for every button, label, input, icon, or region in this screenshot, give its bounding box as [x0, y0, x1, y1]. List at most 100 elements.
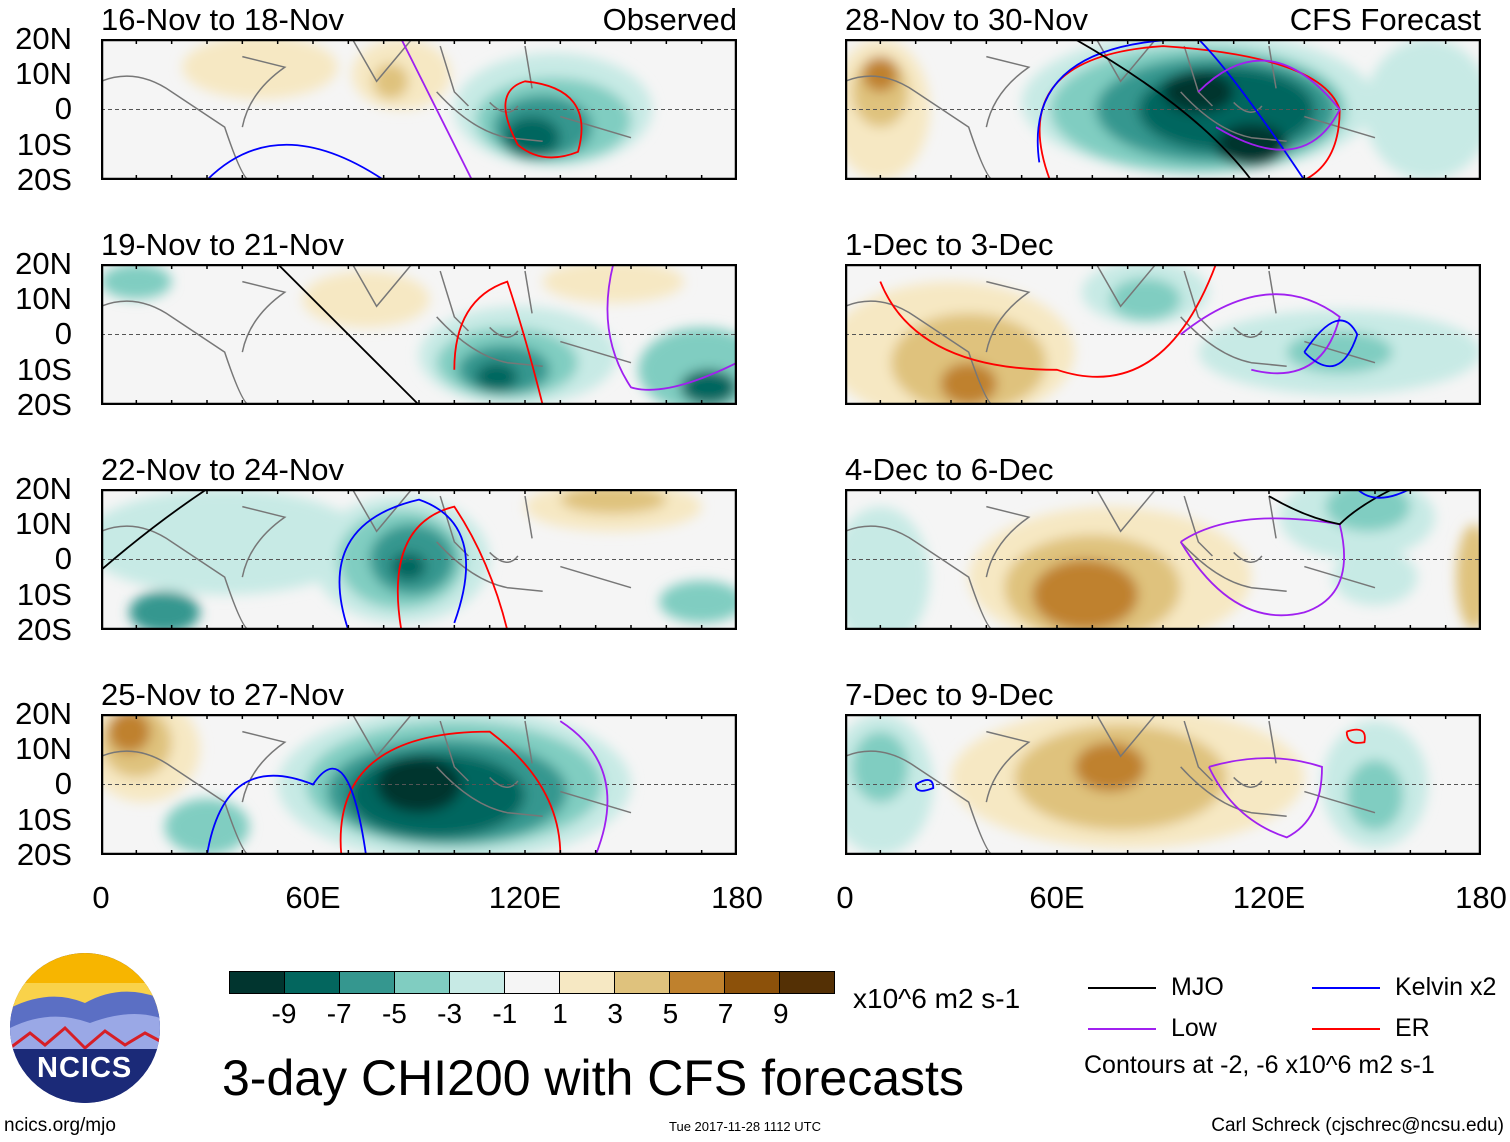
panel-title: 28-Nov to 30-Nov	[845, 2, 1088, 37]
colorbar-tick-label: 1	[552, 998, 568, 1029]
wave-contour	[606, 264, 737, 391]
coastline	[101, 714, 632, 855]
latitude-label: 10N	[15, 281, 72, 317]
map-panel	[845, 489, 1481, 630]
latitude-label: 10N	[15, 56, 72, 92]
latitude-label: 20N	[15, 21, 72, 56]
longitude-label: 180	[1455, 880, 1507, 915]
colorbar-swatch	[614, 971, 670, 994]
latitude-label: 0	[54, 316, 72, 352]
legend-label: Low	[1171, 1014, 1217, 1042]
wave-contour	[396, 505, 509, 630]
wave-contour	[339, 730, 562, 855]
map-panel	[845, 264, 1481, 405]
colorbar-tick-label: 5	[662, 998, 679, 1029]
anomaly-region	[852, 731, 909, 803]
panel-title: 19-Nov to 21-Nov	[101, 227, 344, 262]
colorbar-tick-label: 7	[717, 998, 734, 1029]
anomaly-region	[1325, 489, 1411, 532]
map-panel	[101, 489, 737, 630]
wave-contour	[1074, 39, 1253, 180]
longitude-label: 120E	[488, 880, 562, 915]
wave-contour	[1345, 728, 1366, 744]
anomaly-region	[1074, 742, 1146, 792]
legend-line-mjo	[1088, 987, 1156, 989]
anomaly-region	[108, 714, 151, 753]
wave-contour	[914, 779, 935, 792]
contour-note: Contours at -2, -6 x10^6 m2 s-1	[1084, 1051, 1435, 1079]
latitude-label: 10S	[16, 801, 72, 837]
footer-timestamp: Tue 2017-11-28 1112 UTC	[669, 1119, 821, 1134]
latitude-label: 20S	[16, 836, 72, 872]
latitude-label: 0	[54, 91, 72, 127]
colorbar-tick-label: -1	[492, 998, 518, 1029]
panel-title: 7-Dec to 9-Dec	[845, 677, 1054, 712]
anomaly-region	[940, 362, 997, 405]
wave-contour	[277, 264, 420, 405]
legend-label: MJO	[1171, 973, 1224, 1001]
wave-contour	[1208, 757, 1323, 839]
wave-contour	[559, 720, 609, 855]
anomaly-region	[182, 39, 338, 99]
longitude-label: 60E	[1029, 880, 1085, 915]
latitude-label: 20N	[15, 696, 72, 731]
colorbar-swatch	[724, 971, 780, 994]
colorbar-tick-label: -5	[381, 998, 407, 1029]
colorbar-tick-label: -3	[437, 998, 463, 1029]
footer-url: ncics.org/mjo	[4, 1115, 116, 1136]
colorbar-units: x10^6 m2 s-1	[853, 983, 1021, 1014]
longitude-label: 60E	[285, 880, 341, 915]
colorbar-swatch	[559, 971, 615, 994]
wave-contour	[1197, 59, 1341, 151]
panel-title: 4-Dec to 6-Dec	[845, 452, 1054, 487]
wave-contour	[1356, 489, 1411, 499]
panel-source-label: CFS Forecast	[1289, 2, 1481, 37]
colorbar-swatch	[669, 971, 725, 994]
wave-contour	[338, 498, 467, 630]
colorbar-swatch	[284, 971, 340, 994]
longitude-label: 0	[836, 880, 854, 915]
latitude-label: 20S	[16, 611, 72, 647]
map-panel	[101, 264, 737, 405]
longitude-label: 180	[711, 880, 763, 915]
legend-line-low	[1088, 1028, 1156, 1030]
anomaly-region	[1110, 278, 1181, 321]
coastline	[845, 489, 1376, 630]
wave-contour	[206, 144, 385, 180]
logo-text: NCICS	[37, 1052, 133, 1084]
latitude-label: 10S	[16, 576, 72, 612]
wave-contour	[453, 280, 544, 405]
latitude-label: 10N	[15, 731, 72, 767]
anomaly-region	[475, 362, 518, 391]
panel-source-label: Observed	[602, 2, 737, 37]
legend-line-er	[1312, 1028, 1380, 1030]
wave-contour	[206, 767, 367, 855]
wave-contour	[101, 489, 208, 571]
wave-contour	[879, 264, 1217, 378]
coastline	[101, 264, 632, 405]
latitude-label: 10S	[16, 351, 72, 387]
coastline	[845, 714, 1376, 855]
colorbar-swatch	[779, 971, 835, 994]
wave-contour	[1268, 489, 1394, 526]
coastline	[101, 489, 632, 630]
longitude-label: 0	[92, 880, 110, 915]
latitude-label: 20S	[16, 161, 72, 197]
anomaly-region	[862, 56, 898, 92]
colorbar-tick-label: -7	[326, 998, 352, 1029]
latitude-label: 20S	[16, 386, 72, 422]
anomaly-region	[373, 63, 409, 99]
colorbar-swatch	[229, 971, 285, 994]
map-panel	[101, 714, 737, 855]
anomaly-region	[101, 489, 366, 595]
wave-contour	[400, 39, 473, 180]
latitude-label: 10S	[16, 126, 72, 162]
panel-title: 22-Nov to 24-Nov	[101, 452, 344, 487]
colorbar-tick-label: 9	[773, 998, 789, 1029]
map-panel	[845, 39, 1481, 180]
footer-author: Carl Schreck (cjschrec@ncsu.edu)	[1211, 1115, 1504, 1136]
anomaly-region	[1346, 759, 1404, 831]
legend-line-kelvinx2	[1312, 987, 1380, 989]
colorbar-swatch	[449, 971, 505, 994]
